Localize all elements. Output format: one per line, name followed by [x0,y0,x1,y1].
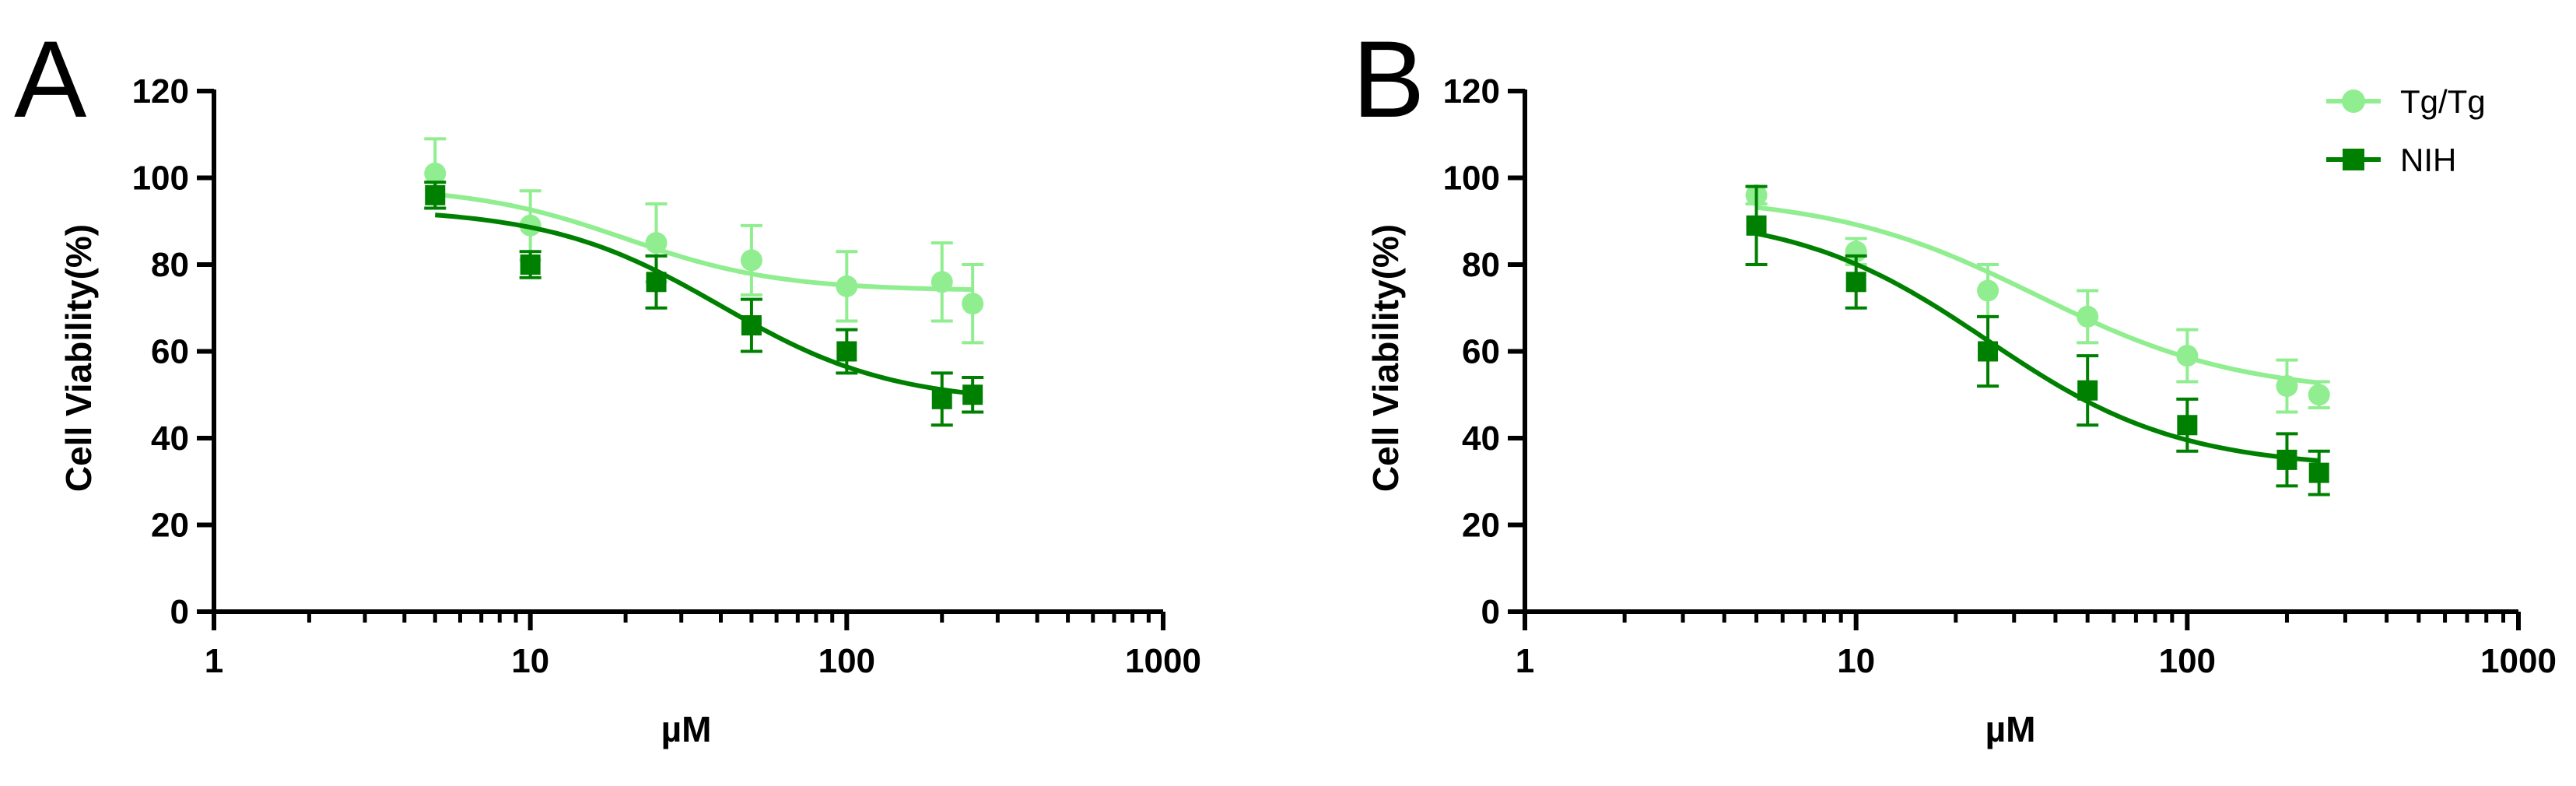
panel-a-tg-tg-fit-curve [434,191,973,292]
panel-a-nih-point [836,341,857,362]
panel-a-tg-tg-point [424,162,447,184]
panel-a-marks [424,137,984,427]
legend-item-nih: NIH [2326,142,2456,178]
panel-a-y-tick-label: 20 [151,507,189,545]
panel-b-tg-tg-point [2077,305,2099,328]
panel-a-nih-point [425,184,446,205]
panel-b-nih-point [2077,380,2098,401]
panel-a-tg-tg-point [931,271,953,293]
legend-marker-tg [2342,89,2365,113]
panel-b-tg-tg-point [2276,375,2298,398]
panel-a-y-tick-label: 40 [151,419,189,458]
panel-a-nih-point [962,384,983,405]
panel-a-nih-point [520,254,541,275]
panel-a-y-tick-label: 0 [170,593,189,631]
panel-b-x-axis-title: µM [1985,709,2036,749]
panel-b-tg-tg-point [2176,345,2199,367]
panel-a-y-tick-label: 120 [132,72,189,111]
panel-b-y-tick-label: 20 [1462,507,1500,545]
panel-a-x-tick-label: 1000 [1125,642,1201,680]
panel-a-tg-tg-point [740,249,762,272]
panel-b-y-axis-title: Cell Viability(%) [1365,224,1406,492]
panel-a-nih-point [741,315,762,336]
panel-a-x-tick-label: 10 [511,642,549,680]
panel-b-x-tick-label: 1000 [2480,642,2557,680]
panel-b-x-tick-label: 1 [1516,642,1534,680]
panel-b-tg-tg-fit-curve [1756,205,2320,385]
legend-label-tg: Tg/Tg [2400,83,2486,120]
panel-letter-a: A [14,18,87,140]
panel-a-x-tick-label: 100 [818,642,875,680]
panel-b-y-tick-label: 80 [1462,246,1500,284]
panel-a-tg-tg-point [645,232,668,254]
panel-a-nih-fit-curve [434,212,973,396]
panel-a-tg-tg-point [962,293,984,315]
panel-b-y-tick-label: 120 [1443,72,1500,111]
panel-b-y-tick-label: 100 [1443,160,1500,198]
panel-a-y-tick-label: 60 [151,333,189,371]
panel-a-x-axis-title: µM [661,709,712,749]
panel-a-y-tick-label: 100 [132,160,189,198]
panel-a-nih-point [646,272,667,293]
panel-b-nih-fit-curve [1755,231,2319,463]
legend-marker-nih [2343,149,2364,170]
panel-b-nih-point [2276,449,2297,470]
panel-b-nih-point [1978,341,1999,362]
panel-b-tg-tg-point [1977,279,1999,302]
panel-b-tg-tg-point [2308,384,2330,406]
panel-a-y-axis-title: Cell Viability(%) [58,224,99,492]
panel-a-y-tick-label: 80 [151,246,189,284]
panel-b-marks [1745,184,2330,497]
panel-b-x-tick-label: 10 [1837,642,1875,680]
legend-label-nih: NIH [2400,142,2456,178]
panel-b-y-tick-label: 0 [1481,593,1500,631]
panel-b-x-tick-label: 100 [2159,642,2216,680]
panel-a-x-tick-label: 1 [205,642,223,680]
panel-b-nih-point [2308,462,2329,483]
panel-b-nih-point [1746,215,1767,236]
panel-b-nih-point [2177,415,2198,436]
panel-b-y-tick-label: 60 [1462,333,1500,371]
panel-a-nih-point [931,388,952,409]
legend-item-tg: Tg/Tg [2326,83,2486,120]
panel-letter-b: B [1352,18,1425,140]
legend: Tg/Tg NIH [2326,83,2486,178]
panel-b-y-tick-label: 40 [1462,419,1500,458]
panel-a-tg-tg-point [836,275,858,297]
panel-b-nih-point [1845,272,1866,293]
